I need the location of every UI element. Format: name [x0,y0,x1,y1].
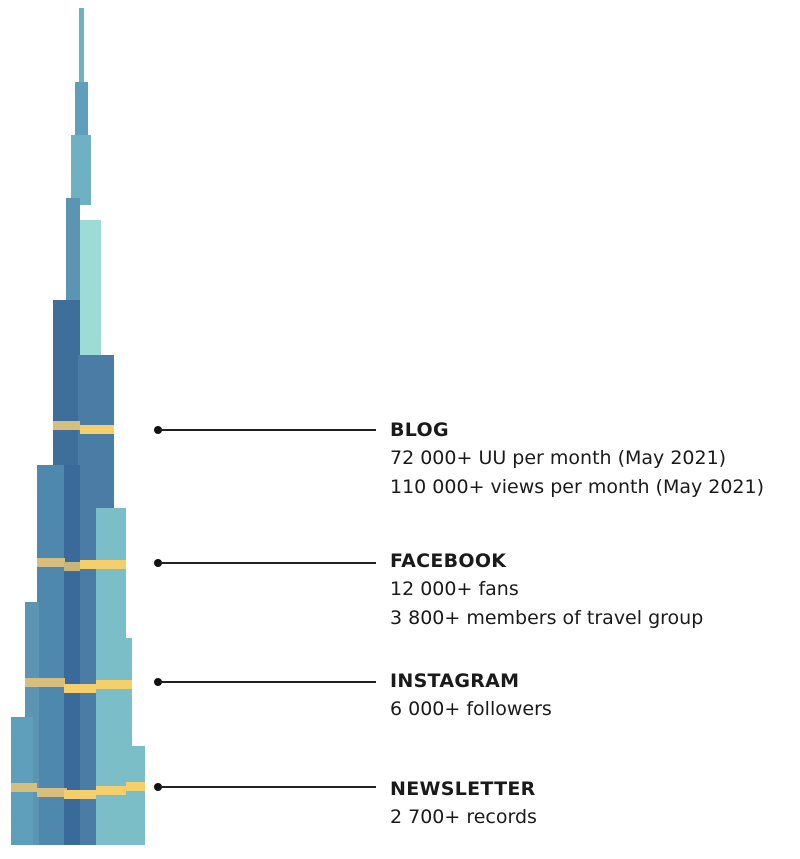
spire-top [79,8,84,88]
stat-title: INSTAGRAM [390,670,520,692]
connector-line-blog [160,429,376,431]
tower-center-stripe [64,465,80,845]
stat-instagram: INSTAGRAM 6 000+ followers [390,667,552,724]
tower-base-left [11,717,33,845]
gold-band-instagram [25,678,132,693]
stat-title: BLOG [390,419,449,441]
stat-title: FACEBOOK [390,550,507,572]
gold-band-blog [53,421,114,434]
connector-line-instagram [160,681,376,683]
connector-dot-newsletter [154,783,162,791]
gold-band-newsletter [11,782,145,799]
connector-dot-facebook [154,559,162,567]
spire-segment [66,198,80,308]
stat-blog: BLOG 72 000+ UU per month (May 2021) 110… [390,416,764,502]
spire-segment [71,135,91,205]
stat-line: 12 000+ fans [390,578,519,600]
mint-panel [80,220,101,360]
stat-newsletter: NEWSLETTER 2 700+ records [390,775,537,832]
tower-illustration [11,8,145,845]
stat-title: NEWSLETTER [390,778,536,800]
stat-line: 72 000+ UU per month (May 2021) [390,447,727,469]
connector-dot-blog [154,426,162,434]
tower-wing-right-low [126,638,132,845]
spire-segment [75,82,88,142]
stat-line: 110 000+ views per month (May 2021) [390,476,765,498]
tower-base-right [132,746,145,845]
connector-line-newsletter [160,786,376,788]
connector-dot-instagram [154,678,162,686]
tower-wing-left [37,465,65,845]
stat-line: 3 800+ members of travel group [390,607,704,629]
connector-line-facebook [160,562,376,564]
gold-band-facebook [37,558,126,571]
stat-facebook: FACEBOOK 12 000+ fans 3 800+ members of … [390,547,703,633]
stat-line: 2 700+ records [390,806,537,828]
stat-line: 6 000+ followers [390,698,552,720]
